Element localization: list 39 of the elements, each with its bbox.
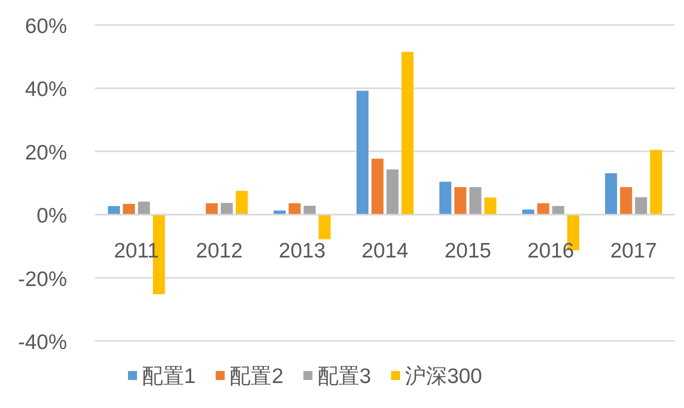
bar xyxy=(122,204,135,215)
y-tick-label: 60% xyxy=(24,15,67,38)
bar xyxy=(372,158,384,215)
y-tick-label: 40% xyxy=(24,78,67,102)
x-tick-label: 2015 xyxy=(444,240,492,263)
x-tick-label: 2012 xyxy=(196,240,243,263)
legend-label: 配置1 xyxy=(142,365,196,388)
bar xyxy=(552,206,564,215)
bar xyxy=(469,187,482,215)
bar xyxy=(650,150,662,215)
x-tick-label: 2017 xyxy=(610,240,657,263)
bar xyxy=(138,202,150,215)
bar xyxy=(108,206,120,215)
bar xyxy=(356,90,368,215)
bar xyxy=(537,203,550,215)
bar xyxy=(439,182,452,215)
y-tick-label: 0% xyxy=(36,204,67,228)
bar xyxy=(288,203,301,215)
bar xyxy=(220,202,233,215)
bar xyxy=(454,187,466,215)
x-tick-label: 2016 xyxy=(527,240,574,263)
y-tick-label: -20% xyxy=(18,268,67,291)
bar xyxy=(484,198,496,215)
legend-label: 沪深300 xyxy=(405,365,482,388)
bar xyxy=(605,173,618,215)
x-tick-label: 2013 xyxy=(278,240,326,263)
bar xyxy=(236,190,248,215)
y-tick-label: 20% xyxy=(24,141,67,164)
legend-label: 配置2 xyxy=(230,365,284,388)
bar xyxy=(304,206,316,215)
bar xyxy=(206,203,218,215)
bar xyxy=(635,197,648,215)
y-tick-label: -40% xyxy=(18,331,67,354)
bar xyxy=(386,169,398,215)
legend-label: 配置3 xyxy=(317,365,372,388)
bar xyxy=(620,187,632,215)
bar xyxy=(402,52,414,215)
bar xyxy=(318,214,331,240)
x-tick-label: 2014 xyxy=(362,240,409,263)
